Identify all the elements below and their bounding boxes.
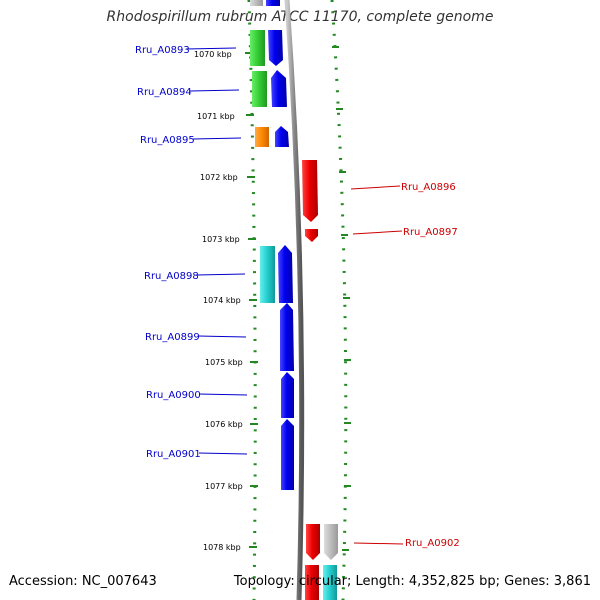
cog-box-rru-a0895[interactable] bbox=[255, 127, 269, 147]
cog-box-rru-a0902[interactable] bbox=[324, 524, 338, 560]
gene-arrow-rru-a0898[interactable] bbox=[278, 245, 293, 303]
gene-arrow-rru-a0896[interactable] bbox=[302, 160, 318, 222]
gene-feature-forward-top[interactable] bbox=[266, 0, 280, 6]
gene-label[interactable]: Rru_A0900 bbox=[146, 390, 201, 401]
gene-labels-right: Rru_A0896 Rru_A0897 Rru_A0902 bbox=[401, 182, 460, 549]
gene-arrow-rru-a0895[interactable] bbox=[275, 126, 289, 147]
gene-label[interactable]: Rru_A0901 bbox=[146, 449, 201, 460]
gene-feature-reverse-bottom[interactable] bbox=[305, 565, 319, 600]
accession-text: Accession: NC_007643 bbox=[9, 574, 157, 589]
ruler-major-ticks bbox=[245, 46, 351, 551]
topology-text: Topology: circular; Length: 4,352,825 bp… bbox=[233, 574, 591, 589]
cog-box-rru-a0894[interactable] bbox=[252, 71, 267, 107]
gene-label[interactable]: Rru_A0893 bbox=[135, 45, 190, 56]
gene-label[interactable]: Rru_A0899 bbox=[145, 332, 200, 343]
gene-labels-left: Rru_A0893 Rru_A0894 Rru_A0895 Rru_A0898 … bbox=[135, 45, 201, 460]
gene-arrow-rru-a0897[interactable] bbox=[305, 229, 318, 242]
kbp-label: 1076 kbp bbox=[205, 420, 243, 429]
kbp-label: 1077 kbp bbox=[205, 482, 243, 491]
kbp-label: 1078 kbp bbox=[203, 543, 241, 552]
gene-arrow-rru-a0900[interactable] bbox=[281, 372, 294, 418]
gene-arrow-rru-a0894[interactable] bbox=[271, 70, 287, 107]
gene-arrow-rru-a0902[interactable] bbox=[306, 524, 320, 560]
ruler-labels: 1070 kbp 1071 kbp 1072 kbp 1073 kbp 1074… bbox=[194, 50, 243, 552]
gene-label[interactable]: Rru_A0902 bbox=[405, 538, 460, 549]
kbp-label: 1074 kbp bbox=[203, 296, 241, 305]
gene-label[interactable]: Rru_A0897 bbox=[403, 227, 458, 238]
kbp-label: 1075 kbp bbox=[205, 358, 243, 367]
gene-label[interactable]: Rru_A0898 bbox=[144, 271, 199, 282]
gene-arrow-rru-a0893[interactable] bbox=[268, 30, 283, 66]
cog-box-rru-a0898[interactable] bbox=[260, 246, 275, 303]
kbp-label: 1071 kbp bbox=[197, 112, 235, 121]
kbp-label: 1072 kbp bbox=[200, 173, 238, 182]
gene-feature-cyan-bottom[interactable] bbox=[323, 565, 337, 600]
gene-arrow-rru-a0899[interactable] bbox=[280, 303, 294, 371]
ruler-track-right bbox=[330, 0, 348, 600]
genome-backbone bbox=[284, 0, 305, 600]
cog-box-rru-a0893[interactable] bbox=[250, 30, 265, 66]
label-connectors-right bbox=[350, 185, 404, 545]
kbp-label: 1073 kbp bbox=[202, 235, 240, 244]
gene-label[interactable]: Rru_A0894 bbox=[137, 87, 192, 98]
kbp-label: 1070 kbp bbox=[194, 50, 232, 59]
genome-title: Rhodospirillum rubrum ATCC 11170, comple… bbox=[106, 9, 494, 25]
gene-label[interactable]: Rru_A0896 bbox=[401, 182, 456, 193]
label-connectors-left bbox=[185, 47, 248, 455]
gene-arrow-rru-a0901[interactable] bbox=[281, 419, 294, 490]
gene-feature-gray-top[interactable] bbox=[250, 0, 263, 6]
gene-label[interactable]: Rru_A0895 bbox=[140, 135, 195, 146]
